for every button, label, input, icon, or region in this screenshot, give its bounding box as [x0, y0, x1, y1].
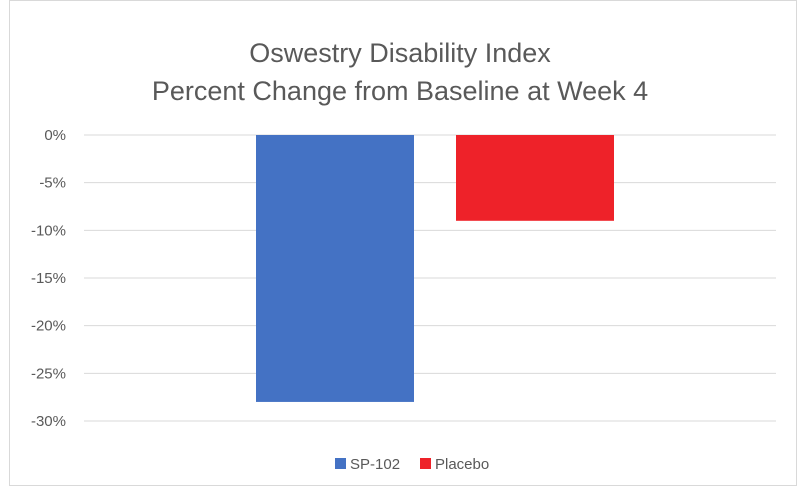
y-tick-label: -30%	[31, 413, 66, 430]
bars	[256, 135, 614, 402]
chart-title-line-1: Oswestry Disability Index	[249, 38, 551, 68]
legend-swatch	[335, 458, 346, 469]
legend: SP-102 Placebo	[335, 456, 489, 473]
gridlines	[84, 134, 776, 422]
legend-label: Placebo	[435, 456, 489, 473]
y-tick-label: -10%	[31, 222, 66, 239]
chart-title-line-2: Percent Change from Baseline at Week 4	[152, 76, 648, 106]
y-tick-label: -25%	[31, 365, 66, 382]
y-tick-label: 0%	[44, 127, 66, 144]
legend-label: SP-102	[350, 456, 400, 473]
y-tick-label: -20%	[31, 318, 66, 335]
legend-swatch	[420, 458, 431, 469]
bar-sp-102	[256, 135, 414, 402]
y-axis-ticks: 0% -5% -10% -15% -20% -25% -30%	[31, 127, 66, 430]
bar-placebo	[456, 135, 614, 221]
y-tick-label: -5%	[39, 175, 66, 192]
y-tick-label: -15%	[31, 270, 66, 287]
